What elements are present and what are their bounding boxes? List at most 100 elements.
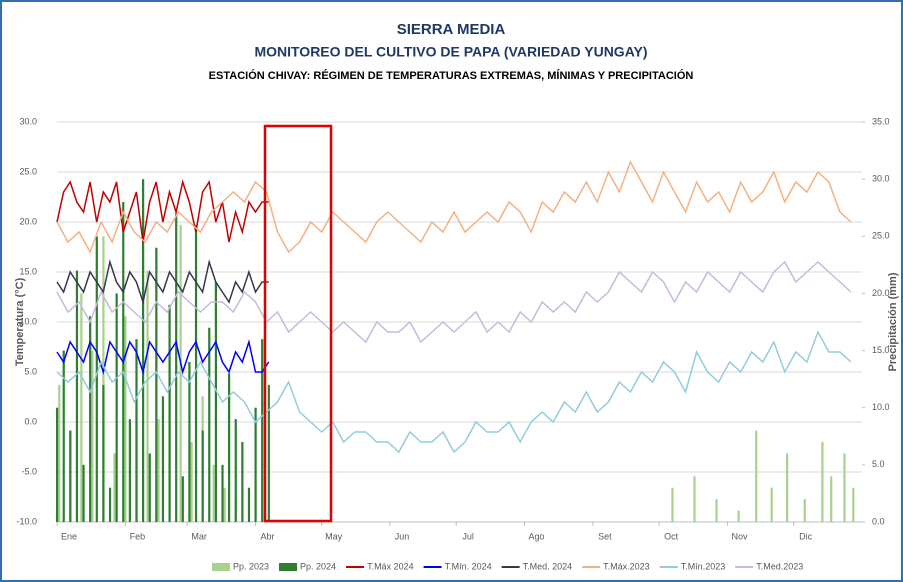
line xyxy=(56,339,270,375)
y-tick-label: -5.0 xyxy=(21,466,37,476)
bar xyxy=(108,487,112,522)
bar xyxy=(82,464,85,522)
bar xyxy=(715,499,718,522)
bar xyxy=(181,476,184,522)
legend-label: T.Med. 2024 xyxy=(523,561,573,571)
x-tick-label: Ene xyxy=(61,531,77,541)
y2-tick-label: 15.0 xyxy=(872,345,890,355)
bar xyxy=(102,236,105,523)
bar xyxy=(201,430,204,522)
bar xyxy=(261,339,264,522)
legend-swatch xyxy=(212,563,230,571)
bar xyxy=(75,270,79,522)
bar xyxy=(194,224,198,522)
bar xyxy=(221,464,224,522)
x-tick-label: Jul xyxy=(462,531,474,541)
y-tick-label: 15.0 xyxy=(19,266,37,276)
legend-swatch xyxy=(279,563,298,571)
bar xyxy=(671,487,674,522)
bar xyxy=(737,510,740,522)
x-tick-label: Mar xyxy=(191,531,207,541)
plot xyxy=(56,160,855,523)
legend-label: T.Med.2023 xyxy=(756,561,803,571)
bar xyxy=(95,236,98,523)
bar xyxy=(254,407,257,522)
y-tick-label: 0.0 xyxy=(24,416,37,426)
bar xyxy=(241,442,244,522)
bar xyxy=(228,373,231,522)
x-tick-label: Abr xyxy=(260,531,274,541)
bar xyxy=(830,476,833,522)
grid: -10.0 -5.0 0.0 5.0 10.0 15.0 20.0 25.0 30.0 0.0 5.… xyxy=(16,116,889,541)
bar xyxy=(168,304,171,522)
bar xyxy=(843,453,846,522)
bar xyxy=(157,419,160,522)
bar xyxy=(62,350,65,522)
chart-title: SIERRA MEDIA xyxy=(397,21,506,38)
legend-label: T.Máx 2024 xyxy=(367,561,414,571)
legend-label: Pp. 2024 xyxy=(300,561,336,571)
y-tick-label: 10.0 xyxy=(19,316,37,326)
bar xyxy=(58,384,61,522)
x-tick-label: Jun xyxy=(395,531,410,541)
legend-label: T.Máx.2023 xyxy=(603,561,650,571)
line xyxy=(56,260,852,344)
legend-label: T.Mín.2023 xyxy=(681,561,726,571)
bar xyxy=(821,442,824,522)
line xyxy=(56,179,269,243)
x-tick-label: Ago xyxy=(529,531,545,541)
highlight-box xyxy=(263,124,333,523)
bar xyxy=(175,213,178,522)
bar xyxy=(113,453,116,522)
y2-tick-label: 5.0 xyxy=(872,459,885,469)
bar xyxy=(214,282,217,522)
chart-subtitle: ESTACIÓN CHIVAY: RÉGIMEN DE TEMPERATURAS… xyxy=(209,69,694,82)
y2-tick-label: 10.0 xyxy=(872,402,890,412)
bar xyxy=(56,407,59,522)
y-tick-label: 5.0 xyxy=(24,366,37,376)
bar xyxy=(89,316,92,522)
bar xyxy=(234,419,237,522)
y2-tick-label: 0.0 xyxy=(872,516,885,526)
bar xyxy=(128,419,131,522)
x-tick-label: Dic xyxy=(799,531,812,541)
bar xyxy=(148,453,151,522)
bar xyxy=(223,487,226,522)
line xyxy=(56,330,852,454)
legend-label: Pp. 2023 xyxy=(233,561,269,571)
bar xyxy=(267,384,270,522)
y2-tick-label: 20.0 xyxy=(872,288,890,298)
bar xyxy=(146,270,149,522)
bar xyxy=(852,487,855,522)
bar xyxy=(91,350,94,522)
legend-label: T.Mín. 2024 xyxy=(445,561,492,571)
y-tick-label: 25.0 xyxy=(19,166,37,176)
bar xyxy=(135,339,138,522)
bar xyxy=(770,487,773,522)
bar xyxy=(69,430,72,522)
x-tick-label: Oct xyxy=(664,531,679,541)
x-tick-label: Set xyxy=(598,531,612,541)
y2-tick-label: 35.0 xyxy=(872,116,890,126)
x-tick-label: Feb xyxy=(130,531,146,541)
bar xyxy=(115,293,118,522)
bar xyxy=(161,396,165,522)
bar xyxy=(155,247,158,522)
bar xyxy=(693,476,696,522)
bar xyxy=(102,384,105,522)
bar xyxy=(188,362,191,522)
bar xyxy=(208,327,211,522)
x-tick-label: Nov xyxy=(731,531,748,541)
x-tick-label: May xyxy=(325,531,343,541)
bar xyxy=(786,453,789,522)
y-axis-title: Temperatura (°C) xyxy=(14,277,26,366)
bar xyxy=(803,499,806,522)
line xyxy=(56,160,852,254)
bar xyxy=(212,464,215,522)
bar xyxy=(142,179,145,522)
bar xyxy=(124,316,127,522)
legend: Pp. 2023 Pp. 2024 T.Máx 2024 T.Mín. 2024 T.M… xyxy=(212,561,803,571)
y-tick-label: 20.0 xyxy=(19,216,37,226)
